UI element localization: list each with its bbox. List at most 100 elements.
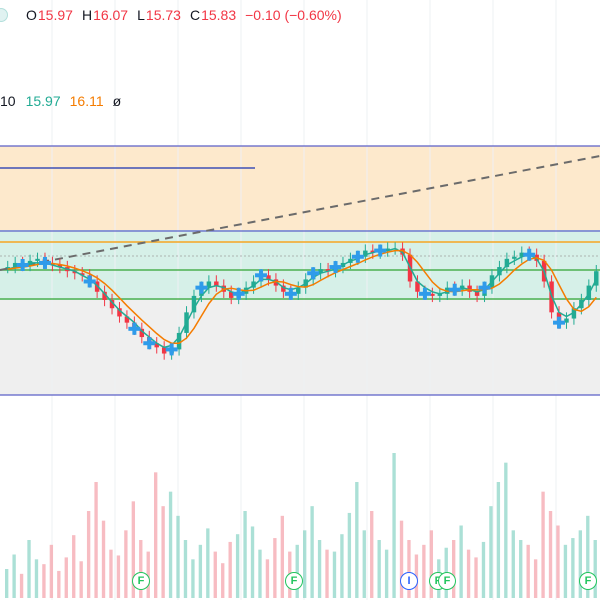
volume-bar <box>191 559 195 598</box>
ma-layer <box>7 247 597 349</box>
ma-fast-value: 15.97 <box>25 93 61 109</box>
volume-bar <box>198 544 203 598</box>
volume-bar <box>49 544 54 598</box>
candle-body <box>564 318 569 323</box>
candle-body <box>400 248 405 255</box>
ma-slow-value: 16.11 <box>69 93 104 109</box>
volume-bar <box>273 538 277 598</box>
ma-legend: 10 15.97 16.11 ø <box>0 91 122 111</box>
candle-body <box>519 252 525 257</box>
candle-body <box>124 316 130 323</box>
volume-bar <box>27 540 31 598</box>
volume-bar <box>481 541 486 598</box>
marker-f-2[interactable]: F <box>285 572 303 590</box>
close-value: 15.83 <box>201 7 237 23</box>
marker-f-4[interactable]: F <box>438 572 456 590</box>
signal-cross-v <box>147 337 152 350</box>
marker-f-5[interactable]: F <box>579 572 597 590</box>
volume-bar <box>548 511 553 598</box>
signal-cross-v <box>87 275 92 288</box>
volume-bar <box>280 515 285 598</box>
volume-bar <box>183 540 188 598</box>
grid-layer <box>51 0 557 600</box>
volume-bar <box>139 540 143 598</box>
ohlc-legend: O 15.97 H 16.07 L 15.73 C 15.83 −0.10 (−… <box>0 5 351 25</box>
volume-bar <box>586 515 590 598</box>
volume-bar <box>362 530 366 598</box>
signal-cross-v <box>42 256 47 269</box>
volume-bar <box>407 540 411 598</box>
candle-body <box>206 281 212 288</box>
volume-bar <box>496 482 501 598</box>
volume-bar <box>422 544 426 598</box>
candle-body <box>385 248 390 251</box>
volume-bar <box>19 573 24 598</box>
volume-bar <box>526 544 530 598</box>
signal-cross-v <box>199 281 204 294</box>
open-value: 15.97 <box>37 7 73 23</box>
candle-body <box>571 308 577 319</box>
volume-bar <box>213 551 217 598</box>
candle-body <box>266 275 271 280</box>
ma-slow-line <box>7 249 597 344</box>
volume-bar <box>317 540 322 598</box>
volume-bar <box>541 491 545 598</box>
candle-body <box>191 295 197 313</box>
ma-visibility-icon[interactable]: ø <box>112 93 122 109</box>
volume-bar <box>258 549 262 598</box>
volume-bar <box>466 549 471 598</box>
candle-body <box>139 328 145 338</box>
signal-cross-v <box>259 269 264 282</box>
volume-bar <box>57 570 61 598</box>
volume-bar <box>377 540 381 598</box>
marker-i-1[interactable]: I <box>400 572 418 590</box>
volume-bar <box>533 559 538 598</box>
volume-bar <box>332 551 337 598</box>
ma-period: 10 <box>0 93 16 109</box>
volume-bar <box>295 544 299 598</box>
candle-body <box>437 293 443 296</box>
signal-cross-v <box>169 343 174 356</box>
volume-bar <box>265 559 270 598</box>
candle-body <box>102 291 107 300</box>
candle-body <box>72 271 78 274</box>
candle-body <box>512 256 517 259</box>
candle-body <box>296 287 301 294</box>
volume-bar <box>347 512 352 598</box>
high-value: 16.07 <box>93 7 129 23</box>
candle-body <box>214 281 219 286</box>
candle-body <box>363 250 368 257</box>
marker-f-1[interactable]: F <box>132 572 150 590</box>
candle-body <box>176 332 182 350</box>
volume-bar <box>303 530 307 598</box>
volume-bar <box>489 506 493 598</box>
volume-bar <box>42 564 46 598</box>
volume-bar <box>176 515 180 598</box>
volume-bar <box>355 482 359 598</box>
signal-cross-v <box>378 244 383 257</box>
signal-cross-v <box>333 261 338 274</box>
signal-cross-v <box>20 259 25 271</box>
candle-body <box>370 250 376 253</box>
candle-body <box>281 285 286 292</box>
candle-body <box>594 271 599 286</box>
volume-bar <box>392 453 396 598</box>
volume-bar <box>429 530 434 598</box>
close-label: C <box>189 7 201 23</box>
open-label: O <box>26 7 37 23</box>
volume-bar <box>168 491 173 598</box>
volume-bar <box>571 538 575 598</box>
candle-body <box>474 291 480 296</box>
volume-bar <box>556 525 560 598</box>
candle-body <box>12 262 18 268</box>
signal-cross-v <box>311 267 316 280</box>
volume-bar <box>563 544 568 598</box>
trend-line <box>0 155 600 271</box>
candle-body <box>325 269 331 272</box>
volume-bar <box>131 501 136 598</box>
volume-bar <box>109 549 113 598</box>
candle-body <box>273 279 279 286</box>
symbol-status-icon[interactable] <box>0 8 8 22</box>
signal-cross-v <box>452 283 457 296</box>
